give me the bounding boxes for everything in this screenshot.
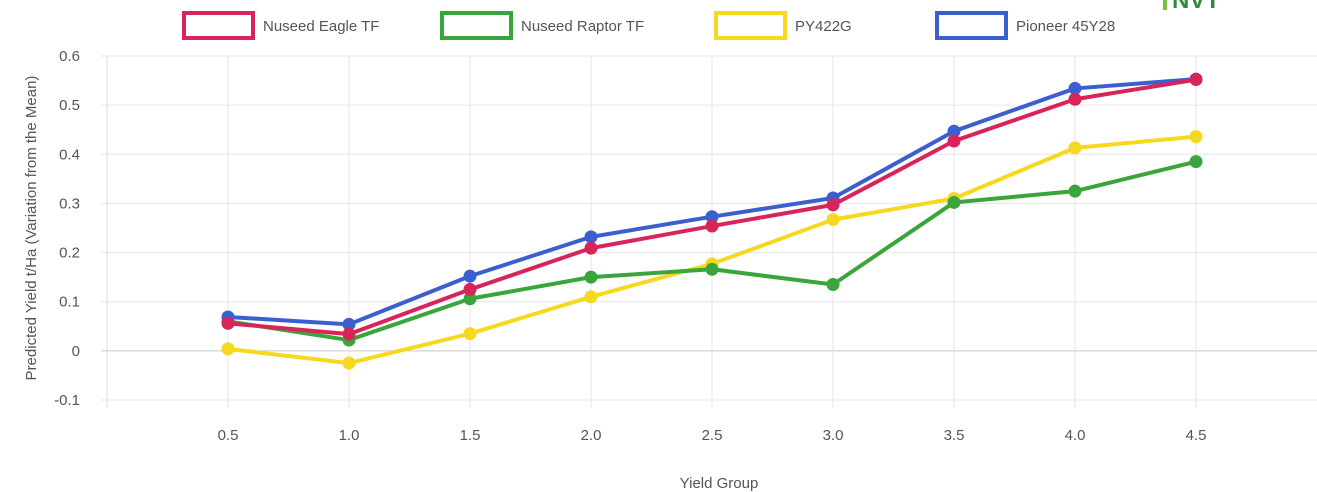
y-tick-label: 0.6 <box>59 48 80 65</box>
data-point[interactable] <box>705 219 719 233</box>
data-point[interactable] <box>342 317 356 331</box>
series-lines <box>221 72 1203 370</box>
data-point[interactable] <box>221 316 235 330</box>
legend-item[interactable]: Nuseed Raptor TF <box>440 11 644 40</box>
data-point[interactable] <box>584 230 598 244</box>
data-point[interactable] <box>826 198 840 212</box>
data-point[interactable] <box>221 342 235 356</box>
y-tick-label: 0.4 <box>59 146 80 163</box>
x-axis-title: Yield Group <box>680 475 759 492</box>
data-point[interactable] <box>584 241 598 255</box>
legend-swatch <box>182 11 255 40</box>
legend-swatch <box>935 11 1008 40</box>
data-point[interactable] <box>342 356 356 370</box>
x-tick-label: 0.5 <box>218 427 239 444</box>
y-tick-label: 0.2 <box>59 245 80 262</box>
x-tick-label: 3.5 <box>944 427 965 444</box>
data-point[interactable] <box>342 327 356 341</box>
data-point[interactable] <box>1068 92 1082 106</box>
legend-item[interactable]: Nuseed Eagle TF <box>182 11 379 40</box>
data-point[interactable] <box>463 269 477 283</box>
data-point[interactable] <box>463 327 477 341</box>
data-point[interactable] <box>947 134 961 148</box>
y-tick-label: 0 <box>72 343 80 360</box>
data-point[interactable] <box>1068 81 1082 95</box>
x-tick-label: 4.0 <box>1065 427 1086 444</box>
legend-label: Nuseed Eagle TF <box>263 18 379 35</box>
x-tick-label: 3.0 <box>823 427 844 444</box>
data-point[interactable] <box>1068 184 1082 198</box>
x-tick-label: 2.0 <box>581 427 602 444</box>
data-point[interactable] <box>463 292 477 306</box>
series-nuseed-eagle-tf <box>221 73 1203 341</box>
y-tick-label: 0.5 <box>59 97 80 114</box>
legend-label: PY422G <box>795 18 852 35</box>
y-axis-ticks: -0.1 0 0.1 0.2 0.3 0.4 0.5 0.6 <box>54 48 80 409</box>
legend-label: Pioneer 45Y28 <box>1016 18 1115 35</box>
data-point[interactable] <box>1189 73 1203 87</box>
series-nuseed-raptor-tf <box>221 155 1203 347</box>
data-point[interactable] <box>584 290 598 304</box>
legend-swatch <box>714 11 787 40</box>
data-point[interactable] <box>584 270 598 284</box>
data-point[interactable] <box>705 262 719 276</box>
data-point[interactable] <box>1189 130 1203 144</box>
y-tick-label: 0.1 <box>59 294 80 311</box>
x-tick-label: 4.5 <box>1186 427 1207 444</box>
y-tick-label: 0.3 <box>59 195 80 212</box>
legend-item[interactable]: Pioneer 45Y28 <box>935 11 1115 40</box>
data-point[interactable] <box>826 278 840 292</box>
y-tick-label: -0.1 <box>54 392 80 409</box>
x-tick-label: 1.5 <box>460 427 481 444</box>
x-tick-label: 2.5 <box>702 427 723 444</box>
legend-swatch <box>440 11 513 40</box>
data-point[interactable] <box>463 282 477 296</box>
data-point[interactable] <box>947 124 961 138</box>
logo-text: NVT <box>1172 0 1220 14</box>
y-axis-title: Predicted Yield t/Ha (Variation from the… <box>23 76 40 381</box>
data-point[interactable] <box>826 213 840 227</box>
data-point[interactable] <box>1189 155 1203 169</box>
data-point[interactable] <box>947 195 961 209</box>
legend-item[interactable]: PY422G <box>714 11 852 40</box>
legend-label: Nuseed Raptor TF <box>521 18 644 35</box>
x-axis-ticks: 0.5 1.0 1.5 2.0 2.5 3.0 3.5 4.0 4.5 <box>218 427 1207 444</box>
data-point[interactable] <box>705 210 719 224</box>
brand-logo: NVT <box>1163 0 1220 14</box>
data-point[interactable] <box>1068 141 1082 155</box>
x-tick-label: 1.0 <box>339 427 360 444</box>
legend[interactable]: Nuseed Eagle TF Nuseed Raptor TF PY422G Pio… <box>182 11 1115 40</box>
